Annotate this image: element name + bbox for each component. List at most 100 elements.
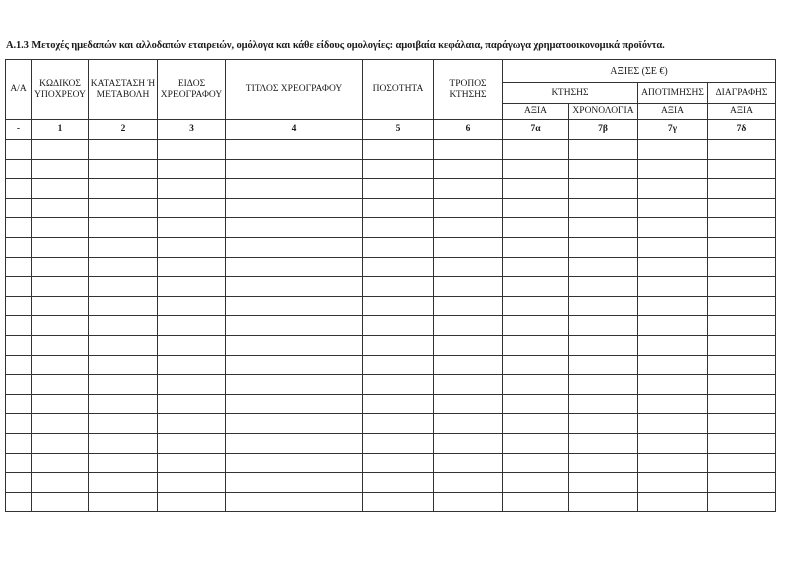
table-cell[interactable]: [707, 315, 776, 336]
table-cell[interactable]: [707, 256, 776, 278]
table-cell[interactable]: [157, 217, 226, 238]
table-cell[interactable]: [31, 295, 89, 317]
table-cell[interactable]: [157, 432, 226, 454]
table-cell[interactable]: [157, 236, 226, 258]
table-cell[interactable]: [707, 236, 776, 258]
table-cell[interactable]: [88, 276, 158, 297]
table-cell[interactable]: [568, 334, 638, 356]
table-cell[interactable]: [502, 472, 569, 493]
table-cell[interactable]: [225, 295, 363, 317]
table-cell[interactable]: [5, 158, 32, 180]
table-cell[interactable]: [31, 256, 89, 278]
table-cell[interactable]: [225, 393, 363, 415]
table-cell[interactable]: [568, 354, 638, 376]
table-cell[interactable]: [157, 452, 226, 474]
table-cell[interactable]: [225, 139, 363, 160]
table-cell[interactable]: [502, 178, 569, 199]
table-cell[interactable]: [637, 334, 708, 356]
table-cell[interactable]: [637, 256, 708, 278]
table-cell[interactable]: [362, 472, 434, 493]
table-cell[interactable]: [707, 354, 776, 376]
table-cell[interactable]: [5, 452, 32, 474]
table-cell[interactable]: [5, 295, 32, 317]
table-cell[interactable]: [31, 197, 89, 219]
table-cell[interactable]: [568, 393, 638, 415]
table-cell[interactable]: [637, 354, 708, 376]
table-cell[interactable]: [157, 276, 226, 297]
table-cell[interactable]: [5, 315, 32, 336]
table-cell[interactable]: [433, 334, 503, 356]
table-cell[interactable]: [88, 178, 158, 199]
table-cell[interactable]: [568, 452, 638, 474]
table-cell[interactable]: [707, 197, 776, 219]
table-cell[interactable]: [707, 393, 776, 415]
table-cell[interactable]: [5, 432, 32, 454]
table-cell[interactable]: [502, 334, 569, 356]
table-cell[interactable]: [225, 178, 363, 199]
table-cell[interactable]: [502, 256, 569, 278]
table-cell[interactable]: [433, 236, 503, 258]
table-cell[interactable]: [433, 217, 503, 238]
table-cell[interactable]: [707, 374, 776, 395]
table-cell[interactable]: [637, 491, 708, 513]
table-cell[interactable]: [362, 276, 434, 297]
table-cell[interactable]: [568, 158, 638, 180]
table-cell[interactable]: [88, 217, 158, 238]
table-cell[interactable]: [157, 158, 226, 180]
table-cell[interactable]: [157, 315, 226, 336]
table-cell[interactable]: [5, 178, 32, 199]
table-cell[interactable]: [157, 374, 226, 395]
table-cell[interactable]: [5, 491, 32, 513]
table-cell[interactable]: [88, 432, 158, 454]
table-cell[interactable]: [31, 276, 89, 297]
table-cell[interactable]: [362, 197, 434, 219]
table-cell[interactable]: [5, 217, 32, 238]
table-cell[interactable]: [5, 256, 32, 278]
table-cell[interactable]: [362, 295, 434, 317]
table-cell[interactable]: [31, 354, 89, 376]
table-cell[interactable]: [157, 197, 226, 219]
table-cell[interactable]: [707, 276, 776, 297]
table-cell[interactable]: [568, 276, 638, 297]
table-cell[interactable]: [88, 315, 158, 336]
table-cell[interactable]: [5, 374, 32, 395]
table-cell[interactable]: [502, 295, 569, 317]
table-cell[interactable]: [157, 295, 226, 317]
table-cell[interactable]: [637, 315, 708, 336]
table-cell[interactable]: [157, 334, 226, 356]
table-cell[interactable]: [637, 217, 708, 238]
table-cell[interactable]: [433, 452, 503, 474]
table-cell[interactable]: [157, 491, 226, 513]
table-cell[interactable]: [225, 432, 363, 454]
table-cell[interactable]: [225, 491, 363, 513]
table-cell[interactable]: [637, 197, 708, 219]
table-cell[interactable]: [637, 236, 708, 258]
table-cell[interactable]: [707, 178, 776, 199]
table-cell[interactable]: [88, 334, 158, 356]
table-cell[interactable]: [433, 432, 503, 454]
table-cell[interactable]: [31, 217, 89, 238]
table-cell[interactable]: [707, 295, 776, 317]
table-cell[interactable]: [31, 432, 89, 454]
table-cell[interactable]: [31, 374, 89, 395]
table-cell[interactable]: [568, 491, 638, 513]
table-cell[interactable]: [502, 158, 569, 180]
table-cell[interactable]: [88, 452, 158, 474]
table-cell[interactable]: [31, 491, 89, 513]
table-cell[interactable]: [433, 491, 503, 513]
table-cell[interactable]: [225, 472, 363, 493]
table-cell[interactable]: [502, 217, 569, 238]
table-cell[interactable]: [157, 354, 226, 376]
table-cell[interactable]: [157, 413, 226, 434]
table-cell[interactable]: [362, 139, 434, 160]
table-cell[interactable]: [88, 393, 158, 415]
table-cell[interactable]: [157, 178, 226, 199]
table-cell[interactable]: [707, 413, 776, 434]
table-cell[interactable]: [362, 217, 434, 238]
table-cell[interactable]: [637, 452, 708, 474]
table-cell[interactable]: [5, 276, 32, 297]
table-cell[interactable]: [568, 256, 638, 278]
table-cell[interactable]: [707, 432, 776, 454]
table-cell[interactable]: [5, 393, 32, 415]
table-cell[interactable]: [502, 393, 569, 415]
